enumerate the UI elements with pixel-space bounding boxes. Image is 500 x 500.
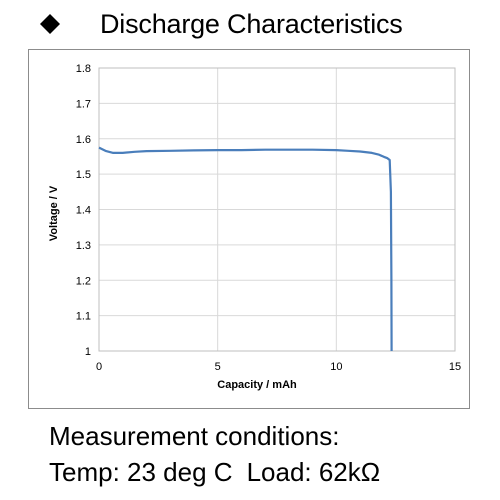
- plot-area: [98, 67, 456, 352]
- y-tick-label: 1: [85, 346, 91, 358]
- conditions-values: Temp: 23 deg C Load: 62kΩ: [49, 454, 380, 490]
- discharge-curve: [98, 146, 393, 352]
- x-tick-label: 10: [330, 361, 342, 373]
- y-tick-label: 1.4: [76, 205, 91, 217]
- measurement-conditions: Measurement conditions: Temp: 23 deg C Lo…: [49, 418, 380, 490]
- y-tick-label: 1.6: [76, 134, 91, 146]
- chart-panel: 1 1.1 1.2 1.3 1.4 1.5 1.6 1.7 1.8 0 5 10 15 Capacity …: [28, 49, 470, 409]
- y-tick-label: 1.5: [76, 169, 91, 181]
- y-tick-label: 1.2: [76, 275, 91, 287]
- y-tick-label: 1.7: [76, 98, 91, 110]
- x-axis-label: Capacity / mAh: [217, 379, 297, 391]
- header: Discharge Characteristics: [0, 0, 500, 50]
- x-tick-label: 5: [215, 361, 221, 373]
- x-tick-label: 15: [449, 361, 461, 373]
- page-title: Discharge Characteristics: [100, 9, 403, 39]
- y-tick-label: 1.1: [76, 311, 91, 323]
- diamond-bullet-icon: [40, 14, 60, 34]
- conditions-heading: Measurement conditions:: [49, 421, 340, 451]
- temperature-text: Temp: 23 deg C: [49, 457, 233, 487]
- x-tick-label: 0: [96, 361, 102, 373]
- y-tick-label: 1.8: [76, 63, 91, 75]
- load-text: Load: 62kΩ: [246, 457, 381, 487]
- y-tick-label: 1.3: [76, 240, 91, 252]
- discharge-chart: 1 1.1 1.2 1.3 1.4 1.5 1.6 1.7 1.8 0 5 10 15 Capacity …: [48, 63, 461, 391]
- y-axis-label: Voltage / V: [48, 185, 60, 241]
